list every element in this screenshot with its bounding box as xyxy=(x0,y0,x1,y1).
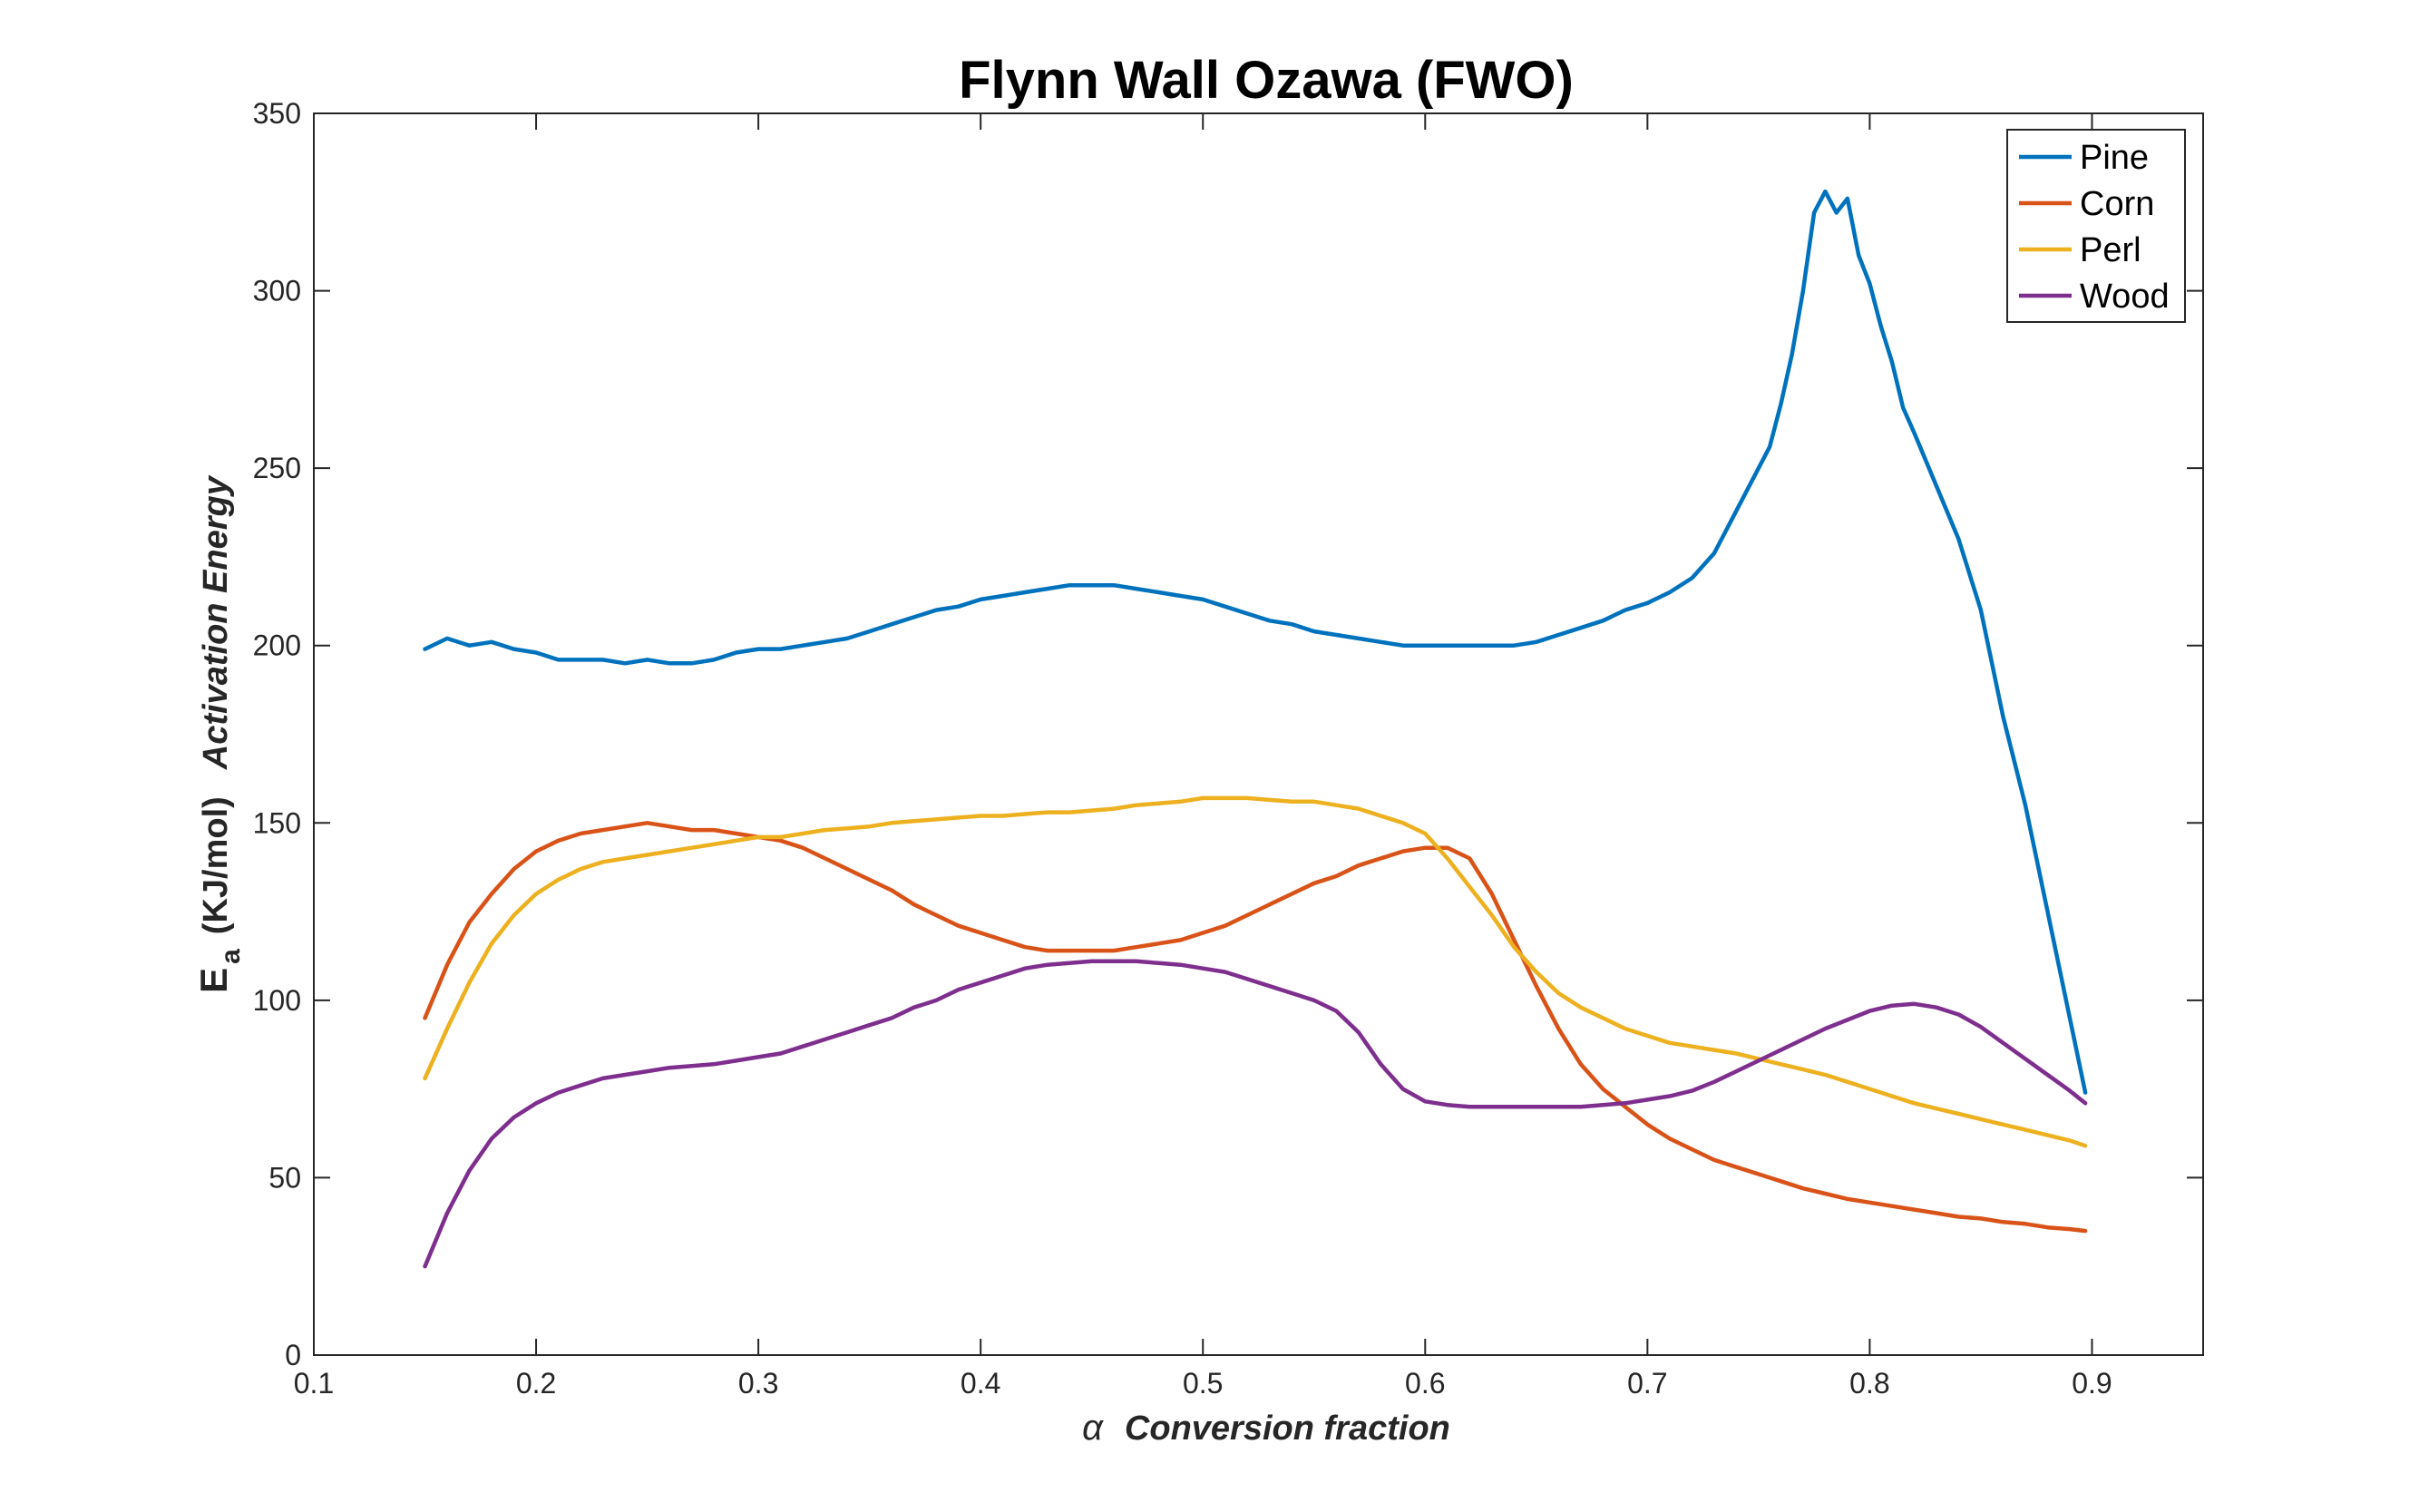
x-axis-label: α Conversion fraction xyxy=(1082,1408,1450,1448)
y-axis-symbol: E xyxy=(192,968,235,993)
y-tick-label: 50 xyxy=(268,1161,301,1194)
chart-title: Flynn Wall Ozawa (FWO) xyxy=(959,51,1574,110)
series-line-corn xyxy=(423,821,2088,1234)
x-tick-label: 0.9 xyxy=(2072,1367,2112,1400)
series-layer xyxy=(423,189,2088,1269)
legend-label-pine: Pine xyxy=(2080,139,2149,177)
y-axis-label: E a (KJ/mol) Activation Energy xyxy=(192,474,246,993)
x-tick-label: 0.8 xyxy=(1849,1367,1889,1400)
legend: Pine Corn Perl Wood xyxy=(2006,129,2186,323)
x-tick-label: 0.7 xyxy=(1627,1367,1667,1400)
x-tick-label: 0.2 xyxy=(516,1367,556,1400)
y-tick-label: 250 xyxy=(253,452,301,484)
y-axis: 0 50 100 150 200 250 300 350 xyxy=(253,97,2203,1371)
plot-frame xyxy=(313,112,2204,1356)
x-tick-label: 0.3 xyxy=(738,1367,778,1400)
x-axis: 0.1 0.2 0.3 0.4 0.5 0.6 0.7 0.8 0.9 xyxy=(294,113,2112,1400)
y-tick-label: 200 xyxy=(253,629,301,662)
y-tick-label: 0 xyxy=(285,1339,301,1371)
x-tick-label: 0.6 xyxy=(1405,1367,1445,1400)
x-axis-text: Conversion fraction xyxy=(1125,1410,1450,1448)
y-tick-label: 100 xyxy=(253,984,301,1017)
y-tick-label: 350 xyxy=(253,97,301,130)
x-tick-label: 0.5 xyxy=(1183,1367,1223,1400)
series-line-pine xyxy=(423,189,2088,1095)
y-tick-label: 300 xyxy=(253,275,301,307)
y-tick-label: 150 xyxy=(253,806,301,839)
legend-label-perl: Perl xyxy=(2080,231,2141,269)
y-axis-subscript: a xyxy=(216,949,246,964)
legend-box xyxy=(2006,129,2186,323)
x-axis-symbol: α xyxy=(1082,1408,1104,1448)
plot-area xyxy=(314,113,2203,1355)
y-axis-unit: (KJ/mol) xyxy=(197,796,235,934)
x-tick-label: 0.1 xyxy=(294,1367,334,1400)
legend-label-wood: Wood xyxy=(2080,278,2170,316)
x-tick-label: 0.4 xyxy=(961,1367,1000,1400)
series-line-wood xyxy=(423,959,2088,1269)
y-axis-text: Activation Energy xyxy=(197,474,235,770)
series-line-perl xyxy=(423,795,2088,1148)
legend-label-corn: Corn xyxy=(2080,185,2154,223)
